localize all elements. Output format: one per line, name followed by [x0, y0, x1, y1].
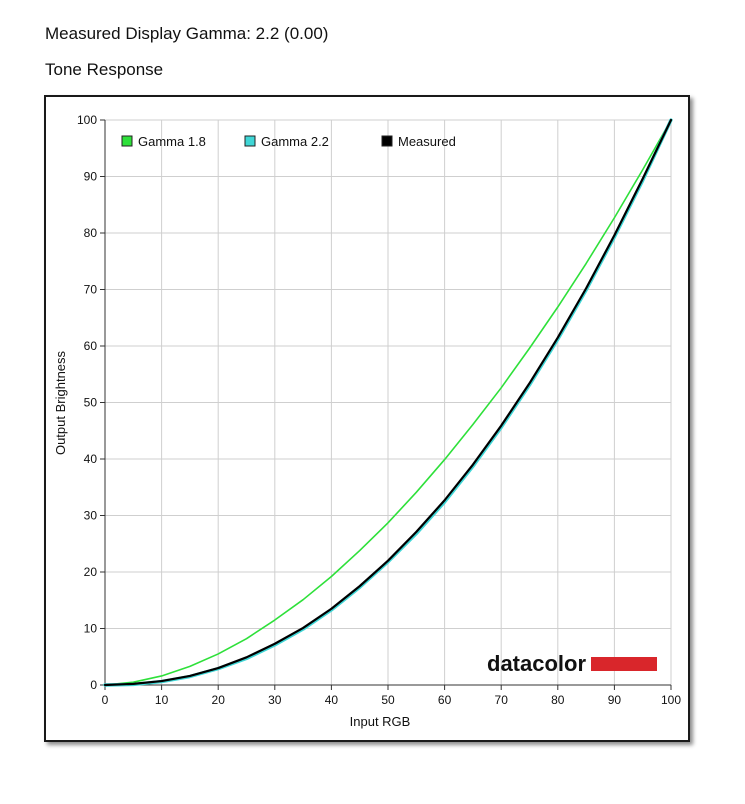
series-layer: [103, 118, 673, 687]
y-tick-label: 0: [90, 678, 97, 692]
y-tick-label: 80: [84, 226, 98, 240]
y-tick-label: 30: [84, 509, 98, 523]
datacolor-logo-text: datacolor: [487, 651, 586, 676]
legend-label-gamma-2-2: Gamma 2.2: [261, 134, 329, 149]
x-tick-label: 80: [551, 693, 565, 707]
measured-gamma-heading: Measured Display Gamma: 2.2 (0.00): [45, 24, 329, 43]
y-tick-label: 40: [84, 452, 98, 466]
datacolor-logo-bar: [591, 657, 657, 671]
x-tick-label: 40: [325, 693, 339, 707]
y-tick-label: 60: [84, 339, 98, 353]
x-tick-label: 10: [155, 693, 169, 707]
series-line-measured: [103, 118, 673, 687]
legend-label-gamma-1-8: Gamma 1.8: [138, 134, 206, 149]
y-tick-label: 70: [84, 283, 98, 297]
axis-layer: 0 10 20 30 40 50 60 70 80 90 100 0 10 20 30 40 50 60 70 80 9…: [77, 113, 681, 707]
chart-background: [46, 97, 688, 740]
legend-label-measured: Measured: [398, 134, 456, 149]
y-axis-label: Output Brightness: [53, 350, 68, 455]
x-tick-label: 0: [102, 693, 109, 707]
tone-response-chart: 0 10 20 30 40 50 60 70 80 90 100 0 10 20 30 40 50 60 70 80 9…: [46, 97, 688, 740]
tone-response-heading: Tone Response: [45, 60, 164, 79]
datacolor-logo: datacolor: [487, 651, 657, 676]
x-axis-label: Input RGB: [350, 714, 411, 729]
y-tick-label: 10: [84, 622, 98, 636]
x-tick-label: 70: [495, 693, 509, 707]
y-tick-label: 50: [84, 396, 98, 410]
y-tick-label: 100: [77, 113, 97, 127]
x-tick-label: 50: [381, 693, 395, 707]
chart-frame: 0 10 20 30 40 50 60 70 80 90 100 0 10 20 30 40 50 60 70 80 9…: [44, 95, 690, 742]
legend-swatch-measured: [381, 135, 393, 147]
x-tick-label: 20: [212, 693, 226, 707]
x-tick-label: 30: [268, 693, 282, 707]
x-tick-label: 90: [608, 693, 622, 707]
x-tick-label: 100: [661, 693, 681, 707]
series-line-gamma-1-8: [104, 119, 672, 686]
legend: Gamma 1.8 Gamma 2.2 Measured: [121, 134, 456, 149]
legend-swatch-gamma-2-2: [244, 135, 256, 147]
y-tick-label: 90: [84, 170, 98, 184]
y-tick-label: 20: [84, 565, 98, 579]
x-tick-label: 60: [438, 693, 452, 707]
legend-swatch-gamma-1-8: [121, 135, 133, 147]
